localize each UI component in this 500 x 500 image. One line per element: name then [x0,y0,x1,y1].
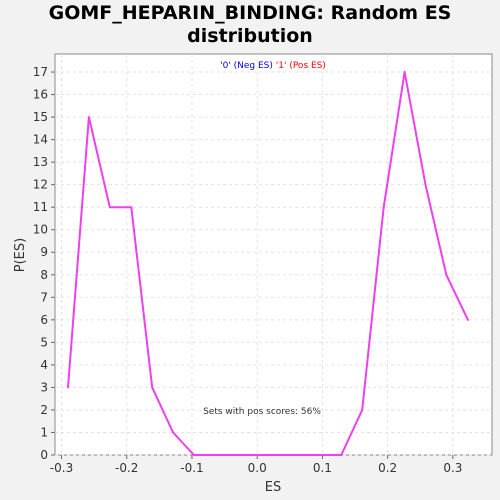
data-point [108,206,111,209]
data-point [67,386,70,389]
data-point [361,408,364,411]
data-point [319,454,322,456]
y-tick-label: 9 [40,245,48,259]
plot-area [54,53,493,456]
data-point [256,454,259,456]
x-tick-label: -0.2 [115,461,138,475]
series-layer [67,71,469,456]
y-tick-label: 12 [33,178,48,192]
data-point [297,454,300,456]
x-tick-label: -0.3 [50,461,73,475]
data-point [382,206,385,209]
chart-title-line-2: distribution [187,25,313,47]
y-tick-label: 4 [40,358,48,372]
y-tick-label: 6 [40,313,48,327]
annotation-pos-scores: Sets with pos scores: 56% [203,407,321,417]
y-tick-label: 15 [33,110,48,124]
x-axis-label: ES [265,480,281,495]
legend-pos-label: '1' (Pos ES) [276,61,326,71]
data-point [340,454,343,456]
x-tick-label: -0.1 [180,461,203,475]
y-tick-label: 2 [40,403,48,417]
y-axis-label: P(ES) [13,238,28,272]
data-point [151,386,154,389]
chart-title-line-1: GOMF_HEPARIN_BINDING: Random ES [48,2,452,24]
data-point [445,273,448,276]
y-tick-label: 1 [40,425,48,439]
y-tick-label: 5 [40,335,48,349]
y-tick-label: 10 [33,223,48,237]
data-point [214,454,217,456]
y-tick-label: 16 [33,88,48,102]
data-point [466,318,469,321]
data-point [87,116,90,119]
x-tick-label: 0.1 [313,461,332,475]
data-point [172,431,175,434]
data-point [192,454,195,456]
grid-lines [55,54,492,456]
legend-neg-label: '0' (Neg ES) [220,61,273,71]
x-tick-label: 0.0 [248,461,267,475]
data-point [130,206,133,209]
x-tick-label: 0.3 [443,461,462,475]
y-tick-label: 7 [40,290,48,304]
y-tick-label: 3 [40,380,48,394]
y-tick-label: 8 [40,268,48,282]
y-tick-label: 0 [40,448,48,462]
data-point [277,454,280,456]
series-line [67,71,469,456]
x-tick-label: 0.2 [378,461,397,475]
y-tick-label: 17 [33,65,48,79]
y-tick-label: 14 [33,133,48,147]
chart-title: GOMF_HEPARIN_BINDING: Random ES distribu… [0,2,500,48]
data-point [424,183,427,186]
y-tick-label: 11 [33,200,48,214]
data-point [235,454,238,456]
y-tick-label: 13 [33,155,48,169]
legend: '0' (Neg ES) '1' (Pos ES) [220,61,326,71]
data-point [403,71,406,74]
